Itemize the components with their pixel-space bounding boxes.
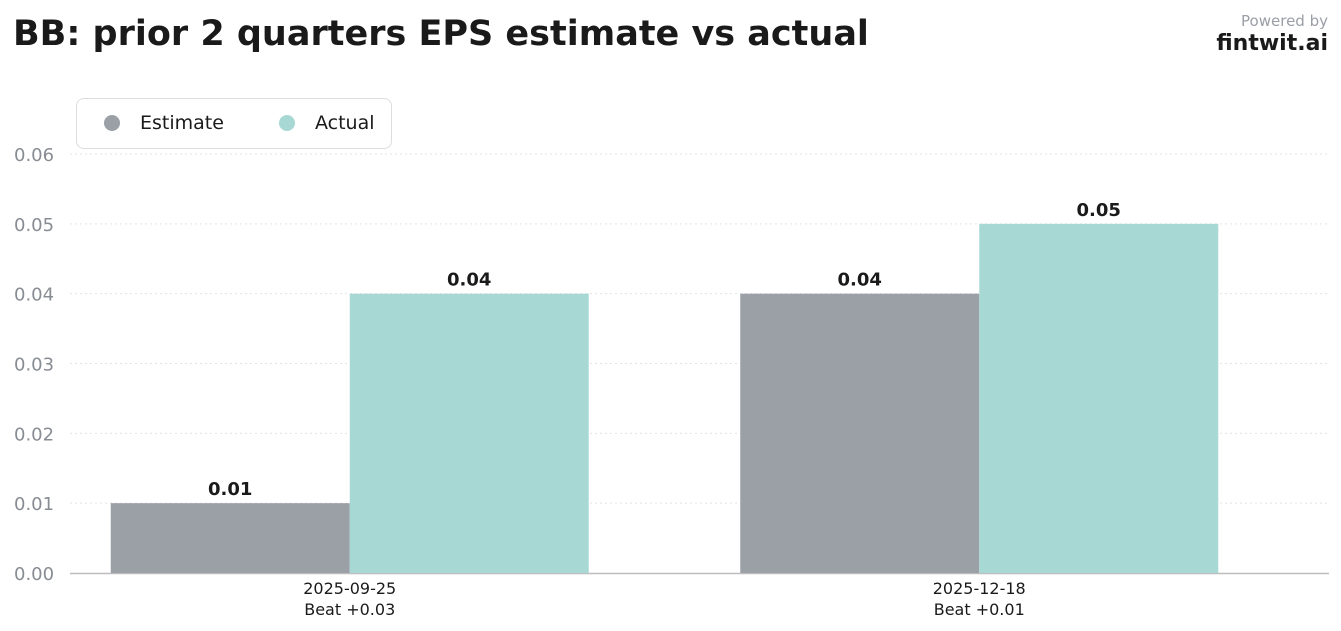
y-tick-label: 0.01 xyxy=(14,494,54,515)
legend-label-estimate: Estimate xyxy=(140,112,224,134)
y-tick-label: 0.02 xyxy=(14,424,54,445)
legend-swatch-actual xyxy=(279,115,295,131)
chart-legend: Estimate Actual xyxy=(76,98,392,149)
bar-value-label: 0.04 xyxy=(447,270,491,291)
chart-title: BB: prior 2 quarters EPS estimate vs act… xyxy=(13,14,869,54)
legend-label-actual: Actual xyxy=(315,112,375,134)
bar-estimate xyxy=(740,293,980,573)
bar-estimate xyxy=(110,503,350,573)
x-tick-label: 2025-09-25 xyxy=(303,579,396,598)
y-tick-label: 0.05 xyxy=(14,215,54,236)
x-tick-sublabel: Beat +0.03 xyxy=(304,600,395,619)
powered-by-label: Powered by xyxy=(1241,12,1328,30)
y-tick-label: 0.03 xyxy=(14,355,54,376)
legend-swatch-estimate xyxy=(104,115,120,131)
bar-value-label: 0.04 xyxy=(838,270,882,291)
bar-actual xyxy=(979,223,1219,574)
bar-value-label: 0.01 xyxy=(208,479,252,500)
brand-logo-text: fintwit.ai xyxy=(1216,31,1328,56)
y-tick-label: 0.04 xyxy=(14,285,54,306)
y-tick-label: 0.06 xyxy=(14,145,54,166)
y-tick-label: 0.00 xyxy=(14,564,54,585)
x-tick-sublabel: Beat +0.01 xyxy=(934,600,1025,619)
x-tick-label: 2025-12-18 xyxy=(933,579,1026,598)
legend-item-actual[interactable]: Actual xyxy=(279,112,375,134)
bar-value-label: 0.05 xyxy=(1077,200,1121,221)
legend-item-estimate[interactable]: Estimate xyxy=(104,112,224,134)
bar-actual xyxy=(349,293,589,573)
